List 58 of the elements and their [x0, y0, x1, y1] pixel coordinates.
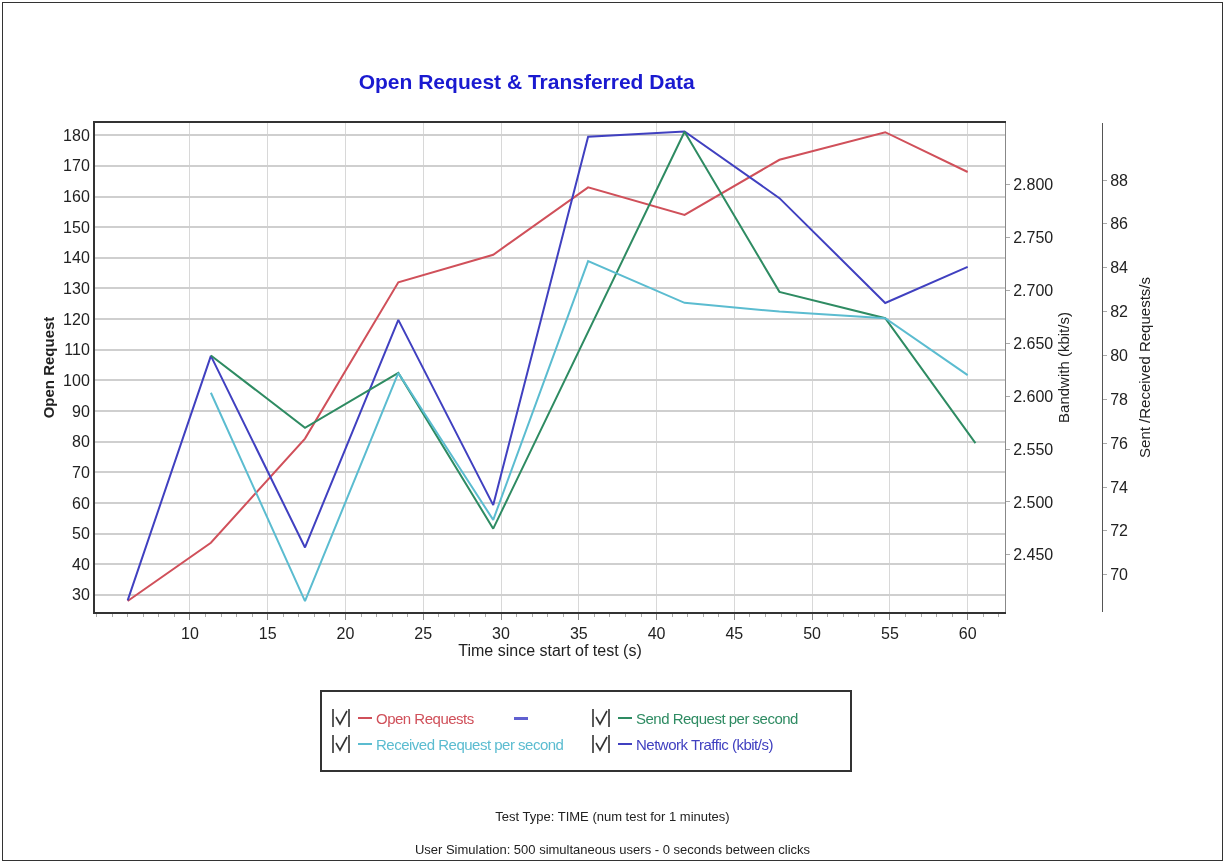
line-series — [209, 260, 969, 603]
y3-tick-label: 80 — [1110, 347, 1129, 365]
y2-tick-label: 2.800 — [1013, 175, 1054, 193]
y3-tick-label: 70 — [1110, 566, 1129, 584]
y-tick-label: 80 — [72, 433, 90, 451]
y3-axis-title: Sent /Received Requests/s — [1135, 277, 1153, 458]
y-tick-label: 50 — [72, 525, 90, 543]
y2-tick-label: 2.450 — [1013, 546, 1054, 564]
x-tick-label: 25 — [414, 625, 433, 643]
y-tick-label: 40 — [72, 555, 90, 573]
y3-tick-label: 88 — [1110, 171, 1129, 189]
legend-label: Network Traffic (kbit/s) — [636, 735, 773, 753]
y-axis-title: Open Request — [40, 316, 57, 419]
y3-tick-label: 78 — [1110, 390, 1129, 408]
legend-label: Open Requests — [376, 709, 474, 727]
x-tick-label: 35 — [569, 625, 588, 643]
x-tick-label: 15 — [258, 625, 277, 643]
y-tick-label: 160 — [63, 188, 90, 206]
y-tick-label: 100 — [63, 371, 90, 389]
y3-tick-label: 76 — [1110, 434, 1129, 452]
y3-tick-label: 74 — [1110, 478, 1129, 496]
y-tick-label: 140 — [63, 249, 90, 267]
y2-tick-label: 2.700 — [1013, 281, 1054, 299]
x-axis-title: Time since start of test (s) — [458, 642, 642, 660]
y-tick-label: 90 — [72, 402, 90, 420]
x-tick-label: 45 — [725, 625, 744, 643]
y3-tick-label: 72 — [1110, 522, 1129, 540]
y2-tick-label: 2.600 — [1013, 387, 1054, 405]
y-tick-label: 150 — [63, 218, 90, 236]
legend-label: Received Request per second — [376, 735, 564, 753]
y-tick-label: 70 — [72, 463, 90, 481]
x-tick-label: 30 — [492, 625, 510, 643]
y-tick-label: 130 — [63, 280, 90, 298]
y3-tick-label: 84 — [1110, 259, 1129, 277]
y-tick-label: 110 — [64, 341, 90, 359]
x-tick-label: 20 — [336, 625, 355, 643]
text: User Simulation: 500 simultaneous users - 0 seconds between clicks — [413, 841, 812, 859]
x-tick-label: 10 — [180, 625, 199, 643]
y-tick-label: 180 — [63, 126, 90, 144]
y-tick-label: 30 — [72, 586, 90, 604]
legend-label: Send Request per second — [636, 709, 798, 727]
chart-title: Open Request & Transferred Data — [358, 69, 696, 93]
x-tick-label: 55 — [880, 625, 899, 643]
x-tick-label: 60 — [958, 625, 977, 643]
y2-tick-label: 2.650 — [1013, 334, 1054, 352]
y3-tick-label: 86 — [1110, 215, 1129, 233]
text: Test Type: TIME (num test for 1 minutes) — [494, 808, 731, 826]
y2-tick-label: 2.550 — [1013, 440, 1054, 458]
x-tick-label: 50 — [803, 625, 822, 643]
y-tick-label: 170 — [63, 157, 90, 175]
y2-tick-label: 2.500 — [1013, 493, 1054, 511]
y-tick-label: 60 — [72, 494, 90, 512]
x-tick-label: 40 — [647, 625, 666, 643]
y-tick-label: 120 — [63, 310, 90, 328]
y2-axis-title: Bandwith (kbit/s) — [1055, 312, 1073, 423]
y2-tick-label: 2.750 — [1013, 228, 1054, 246]
line-series — [209, 130, 977, 530]
y3-tick-label: 82 — [1110, 303, 1129, 321]
